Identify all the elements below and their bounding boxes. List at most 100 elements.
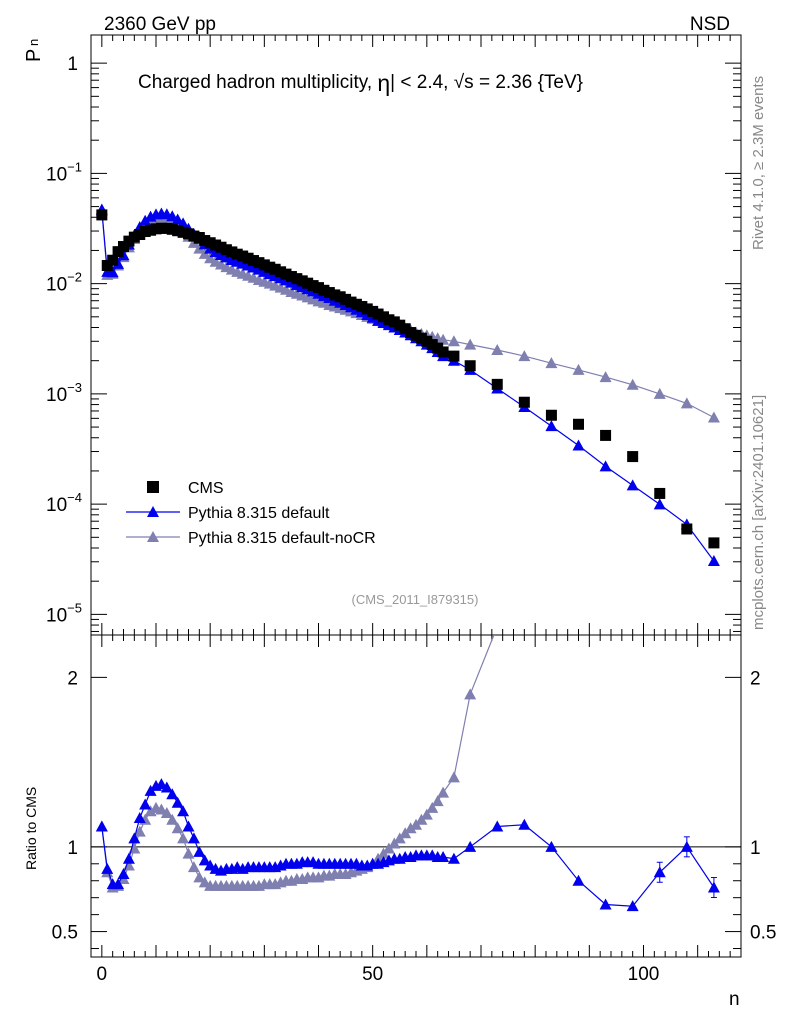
nocr-point (653, 387, 666, 399)
cms-point (518, 396, 530, 408)
ratio-nocr-point (177, 832, 190, 844)
ratio-nocr-point (171, 822, 184, 834)
cms-point (573, 418, 584, 430)
ratio-nocr-point (193, 871, 206, 883)
default-point (572, 439, 585, 451)
default-point (106, 266, 119, 278)
ratio-default-point (171, 796, 184, 808)
lower-ytick-label-left: 1 (67, 838, 78, 859)
header-energy-label: 2360 GeV pp (104, 14, 216, 35)
ratio-nocr-line (101, 635, 495, 889)
title-part-2: | < 2.4, (390, 72, 454, 93)
upper-ytick-label: 1 (67, 54, 78, 75)
ratio-default-point (198, 854, 211, 866)
lower-axis-ticks: 0 50 100 2 2 1 1 0.5 0.5 (52, 635, 776, 985)
legend-default-marker (147, 506, 159, 517)
upper-ytick-exponent: −5 (67, 600, 82, 615)
ratio-default-point (545, 840, 558, 852)
upper-ytick-label: 10−5 (46, 600, 82, 626)
upper-ytick-label: 10−4 (46, 490, 82, 516)
ratio-default-point (112, 878, 125, 890)
ratio-nocr-point (426, 801, 439, 813)
ratio-default-point (166, 788, 179, 800)
nocr-point (707, 411, 720, 423)
title-part-1: Charged hadron multiplicity, (138, 72, 377, 93)
ratio-default-point (160, 781, 173, 793)
upper-axis-ticks: 110−110−210−310−410−5 (46, 35, 741, 635)
legend-nocr-label: Pythia 8.315 default-noCR (188, 530, 376, 547)
cms-point (107, 254, 119, 266)
lower-ytick-label-right: 0.5 (750, 923, 776, 944)
nocr-point (518, 350, 531, 362)
cms-point (708, 537, 720, 549)
default-point (626, 479, 639, 491)
cms-point (464, 360, 476, 372)
ratio-default-point (177, 805, 190, 817)
upper-plot-marks (95, 203, 720, 566)
cms-point (681, 523, 693, 535)
ratio-default-point (437, 851, 450, 863)
nocr-point (599, 371, 612, 383)
cms-point (654, 487, 666, 499)
ratio-default-point (447, 852, 460, 864)
ratio-default-point (117, 867, 130, 879)
lower-plot-frame (90, 634, 742, 958)
legend-default-label: Pythia 8.315 default (188, 505, 330, 522)
ratio-default-point (599, 898, 612, 910)
ratio-default-point (128, 832, 141, 844)
legend-cms-label: CMS (188, 480, 224, 497)
upper-ytick-exponent: −4 (67, 490, 82, 505)
ratio-default-point (95, 820, 108, 832)
ratio-nocr-point (187, 861, 200, 873)
ratio-default-point (572, 874, 585, 886)
ratio-nocr-point (182, 847, 195, 859)
ratio-nocr-point (437, 786, 450, 798)
upper-ylabel: P (23, 49, 45, 62)
cms-point (437, 346, 449, 358)
default-point (707, 554, 720, 566)
ratio-nocr-point (144, 805, 157, 817)
lower-ytick-label-right: 1 (750, 838, 761, 859)
upper-ytick-label: 10−1 (46, 159, 82, 185)
default-point (599, 460, 612, 472)
default-point (545, 420, 558, 432)
lower-xtick-label: 50 (362, 964, 383, 985)
nocr-point (626, 378, 639, 390)
upper-ytick-exponent: −2 (67, 270, 82, 285)
nocr-point (447, 335, 460, 347)
nocr-point (545, 357, 558, 369)
lower-xlabel: n (729, 989, 740, 1010)
ratio-default-point (518, 818, 531, 830)
ratio-default-point (122, 852, 135, 864)
cms-point (448, 350, 460, 362)
default-point (653, 498, 666, 510)
ratio-nocr-point (464, 688, 477, 700)
lower-ytick-label-left: 2 (67, 668, 78, 689)
upper-ytick-base: 10 (46, 605, 67, 626)
ratio-default-point (491, 820, 504, 832)
default-point (171, 213, 184, 225)
upper-ytick-base: 10 (46, 164, 67, 185)
ratio-default-point (626, 900, 639, 912)
upper-ytick-exponent: −3 (67, 380, 82, 395)
cms-point (545, 409, 557, 421)
cms-point (627, 451, 639, 463)
rivet-version-label: Rivet 4.1.0, ≥ 2.3M events (750, 76, 767, 250)
header-process-label: NSD (690, 14, 730, 35)
legend-nocr-marker (147, 531, 159, 542)
ratio-nocr-point (491, 621, 503, 632)
ratio-default-line (101, 783, 715, 907)
lower-ytick-label-right: 2 (750, 668, 761, 689)
ratio-default-point (139, 798, 152, 810)
mcplots-label: mcplots.cern.ch [arXiv:2401.10621] (750, 395, 767, 630)
cms-point (491, 378, 503, 390)
ratio-default-point (464, 840, 477, 852)
ratio-nocr-point (447, 771, 460, 783)
lower-xtick-label: 0 (97, 964, 108, 985)
cms-point (96, 209, 108, 221)
upper-ylabel-subscript: n (26, 39, 41, 46)
lower-series-group (95, 621, 720, 912)
lower-ylabel: Ratio to CMS (23, 787, 39, 870)
upper-ytick-base: 10 (46, 385, 67, 406)
ratio-default-point (133, 812, 146, 824)
